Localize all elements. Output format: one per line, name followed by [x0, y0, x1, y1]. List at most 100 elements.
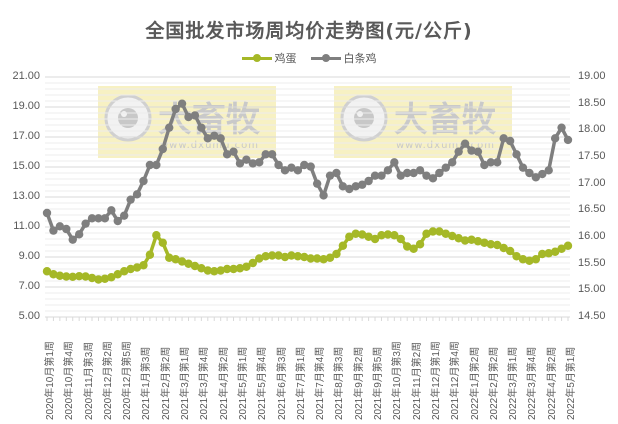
data-point[interactable]	[396, 171, 405, 180]
data-point[interactable]	[480, 238, 489, 247]
data-point[interactable]	[152, 231, 161, 240]
data-point[interactable]	[480, 160, 489, 170]
data-point[interactable]	[435, 168, 444, 178]
data-point[interactable]	[460, 236, 470, 245]
data-point[interactable]	[377, 231, 386, 240]
data-point[interactable]	[300, 252, 309, 262]
data-point[interactable]	[460, 139, 470, 148]
data-point[interactable]	[113, 216, 122, 226]
data-point[interactable]	[203, 134, 213, 143]
data-point[interactable]	[203, 266, 213, 275]
data-point[interactable]	[280, 166, 290, 175]
data-point[interactable]	[100, 214, 110, 223]
data-point[interactable]	[364, 232, 373, 241]
data-point[interactable]	[113, 270, 122, 279]
data-point[interactable]	[222, 150, 232, 159]
data-point[interactable]	[132, 263, 142, 272]
data-point[interactable]	[345, 232, 354, 241]
data-point[interactable]	[557, 244, 566, 253]
data-point[interactable]	[261, 252, 270, 261]
data-point[interactable]	[248, 159, 258, 168]
data-point[interactable]	[126, 264, 135, 274]
data-point[interactable]	[518, 163, 528, 172]
data-point[interactable]	[557, 123, 566, 132]
data-point[interactable]	[531, 173, 541, 182]
data-point[interactable]	[370, 234, 380, 244]
data-point[interactable]	[473, 147, 483, 156]
data-point[interactable]	[473, 237, 483, 246]
data-point[interactable]	[383, 166, 393, 175]
data-point[interactable]	[267, 150, 277, 159]
data-point[interactable]	[493, 158, 502, 167]
data-point[interactable]	[428, 174, 438, 183]
data-point[interactable]	[493, 240, 502, 250]
data-point[interactable]	[332, 168, 341, 178]
data-point[interactable]	[550, 134, 560, 143]
data-point[interactable]	[210, 131, 219, 140]
data-point[interactable]	[210, 267, 219, 276]
data-point[interactable]	[454, 147, 463, 156]
data-point[interactable]	[287, 251, 296, 260]
data-point[interactable]	[351, 229, 360, 238]
data-point[interactable]	[68, 235, 77, 244]
data-point[interactable]	[319, 191, 328, 200]
data-point[interactable]	[544, 249, 553, 258]
data-point[interactable]	[383, 230, 393, 239]
data-point[interactable]	[428, 227, 438, 236]
data-point[interactable]	[126, 195, 135, 204]
data-point[interactable]	[435, 227, 444, 236]
data-point[interactable]	[454, 234, 463, 243]
data-point[interactable]	[563, 135, 573, 145]
data-point[interactable]	[119, 211, 129, 220]
data-point[interactable]	[409, 168, 418, 178]
data-point[interactable]	[351, 182, 360, 191]
data-point[interactable]	[184, 259, 193, 268]
data-point[interactable]	[62, 272, 71, 281]
data-point[interactable]	[538, 169, 547, 179]
data-point[interactable]	[467, 146, 476, 155]
data-point[interactable]	[402, 242, 412, 251]
data-point[interactable]	[190, 261, 200, 271]
data-point[interactable]	[74, 272, 84, 281]
data-point[interactable]	[409, 244, 418, 253]
data-point[interactable]	[165, 253, 174, 262]
data-point[interactable]	[396, 234, 405, 244]
data-point[interactable]	[486, 240, 496, 249]
data-point[interactable]	[177, 257, 187, 266]
data-point[interactable]	[55, 222, 65, 231]
data-point[interactable]	[216, 266, 225, 275]
data-point[interactable]	[312, 254, 322, 263]
data-point[interactable]	[505, 136, 515, 146]
data-point[interactable]	[293, 166, 303, 175]
data-point[interactable]	[306, 162, 315, 171]
data-point[interactable]	[177, 99, 187, 108]
data-point[interactable]	[370, 171, 380, 180]
data-point[interactable]	[499, 134, 508, 143]
data-point[interactable]	[261, 150, 270, 159]
data-point[interactable]	[441, 163, 450, 172]
data-point[interactable]	[544, 166, 553, 175]
data-point[interactable]	[49, 226, 58, 235]
data-point[interactable]	[422, 171, 431, 180]
data-point[interactable]	[415, 240, 425, 249]
data-point[interactable]	[267, 251, 277, 260]
data-point[interactable]	[422, 229, 431, 238]
data-point[interactable]	[255, 158, 264, 167]
data-point[interactable]	[62, 224, 71, 234]
data-point[interactable]	[119, 267, 129, 276]
data-point[interactable]	[165, 123, 174, 132]
data-point[interactable]	[68, 272, 77, 281]
data-point[interactable]	[87, 273, 97, 283]
data-point[interactable]	[512, 252, 521, 261]
data-point[interactable]	[197, 264, 206, 273]
data-point[interactable]	[415, 166, 425, 175]
data-point[interactable]	[364, 176, 373, 186]
data-point[interactable]	[448, 158, 457, 167]
data-point[interactable]	[325, 171, 335, 180]
data-point[interactable]	[505, 246, 515, 256]
data-point[interactable]	[300, 160, 309, 170]
data-point[interactable]	[171, 104, 180, 114]
data-point[interactable]	[390, 231, 399, 240]
data-point[interactable]	[274, 251, 283, 260]
data-point[interactable]	[563, 241, 573, 250]
